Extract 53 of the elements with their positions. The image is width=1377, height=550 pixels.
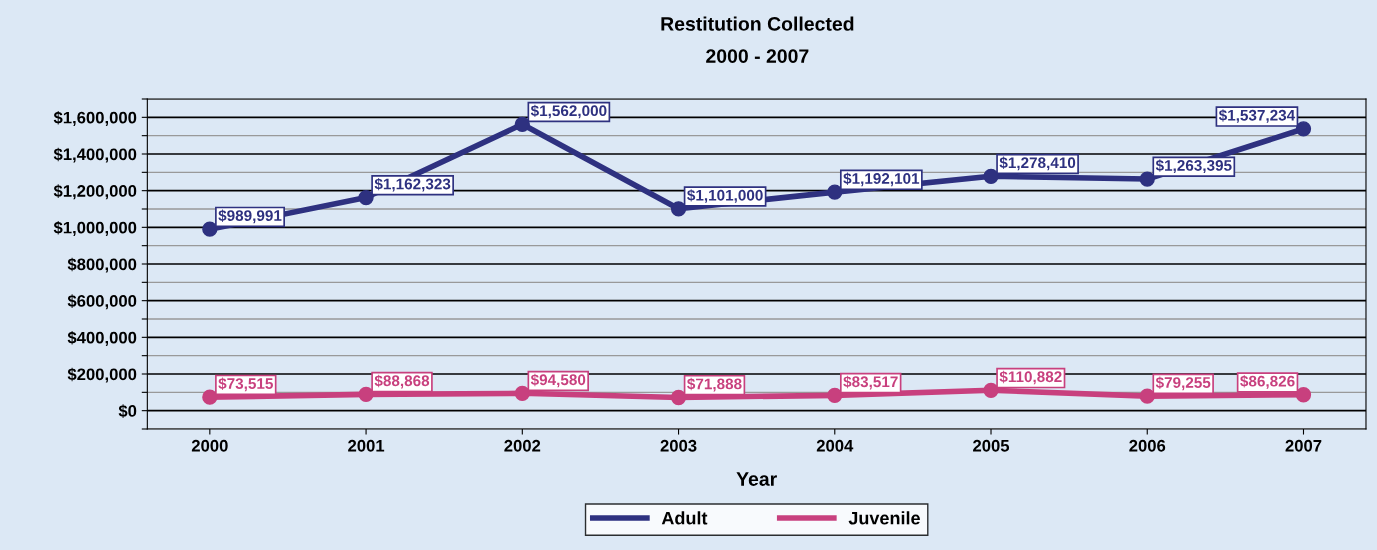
data-label: $83,517 [843, 375, 898, 390]
point [1295, 121, 1312, 137]
point [1295, 387, 1312, 403]
point [983, 382, 999, 398]
point [358, 189, 374, 206]
legend-label: Adult [661, 511, 708, 525]
data-label: $86,826 [1240, 375, 1295, 389]
y-tick-label: $1,600,000 [53, 111, 137, 126]
y-tick-label: $800,000 [67, 257, 137, 273]
point [827, 184, 843, 200]
data-label: $1,101,000 [687, 189, 763, 203]
point [514, 116, 530, 132]
y-tick-label: $200,000 [67, 367, 137, 383]
point [1139, 388, 1155, 404]
x-tick-label: 2002 [504, 439, 541, 452]
legend-label: Juvenile [848, 511, 920, 525]
point [670, 201, 687, 217]
data-label: $989,991 [218, 209, 282, 224]
point [670, 389, 687, 406]
y-tick-label: $0 [118, 404, 137, 418]
point [514, 385, 530, 401]
chart-title: Restitution Collected 2000 - 2007 [661, 16, 854, 63]
data-label: $1,278,410 [999, 156, 1076, 171]
data-label: $88,868 [374, 374, 430, 389]
x-tick-label: 2003 [660, 439, 697, 452]
y-tick-label: $400,000 [67, 331, 137, 346]
data-label: $94,580 [530, 373, 586, 388]
data-label: $71,888 [687, 377, 742, 392]
y-tick-label: $1,000,000 [53, 221, 137, 236]
data-label: $1,162,323 [374, 177, 451, 192]
data-label: $1,562,000 [530, 104, 607, 119]
data-label: $79,255 [1155, 376, 1211, 391]
x-tick-label: 2001 [348, 439, 385, 452]
y-tick-label: $1,400,000 [53, 147, 137, 163]
point [827, 387, 843, 403]
x-tick-label: 2006 [1129, 439, 1166, 452]
point [202, 221, 218, 237]
point [1139, 171, 1155, 187]
point [202, 389, 218, 405]
x-axis-title: Year [736, 472, 777, 486]
point [983, 168, 999, 184]
point [358, 386, 374, 403]
data-label: $1,263,395 [1155, 159, 1232, 174]
y-tick-label: $1,200,000 [53, 184, 137, 200]
y-tick-label: $600,000 [67, 294, 137, 310]
data-label: $73,515 [218, 377, 273, 392]
data-label: $110,882 [999, 370, 1062, 385]
x-tick-label: 2000 [191, 439, 228, 452]
x-tick-label: 2004 [816, 439, 854, 452]
x-tick-label: 2007 [1285, 439, 1322, 452]
x-tick-label: 2005 [973, 439, 1010, 452]
data-label: $1,192,101 [843, 172, 920, 187]
data-label: $1,537,234 [1218, 109, 1296, 123]
